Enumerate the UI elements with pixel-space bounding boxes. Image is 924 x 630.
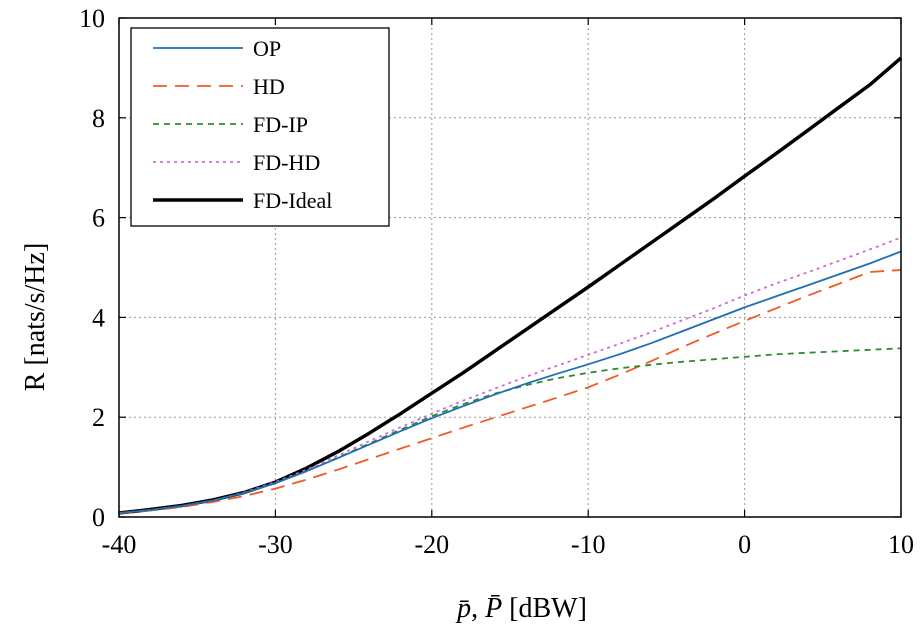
x-axis-label-unit: [dBW]	[502, 593, 587, 624]
series-line-op	[118, 250, 902, 514]
plot-frame	[118, 17, 902, 518]
axis-ticks	[118, 17, 902, 518]
legend-label-hd: HD	[253, 74, 285, 99]
x-tick-label: -20	[414, 530, 449, 559]
y-axis-label: R [nats/s/Hz]	[20, 243, 51, 392]
x-axis-label-P-symbol: P̄	[484, 593, 502, 624]
legend-label-op: OP	[253, 36, 281, 61]
y-tick-label: 0	[92, 503, 105, 532]
y-tick-label: 6	[92, 204, 105, 233]
legend-label-fd-ideal: FD-Ideal	[253, 188, 332, 213]
tick-labels: -40 -30 -20 -10 0 10 0 2 4 6 8 10	[79, 4, 914, 559]
legend-box	[130, 27, 390, 227]
legend-label-fd-hd: FD-HD	[253, 150, 320, 175]
y-tick-label: 4	[92, 303, 105, 332]
x-axis-label-separator: ,	[471, 593, 485, 624]
y-tick-label: 10	[79, 4, 105, 33]
legend-label-fd-ip: FD-IP	[253, 112, 308, 137]
x-tick-label: -10	[571, 530, 606, 559]
x-axis-label: p̄, P̄ [dBW]	[455, 593, 587, 624]
series-line-hd	[118, 269, 902, 515]
series-layer	[118, 56, 903, 515]
y-tick-label: 2	[92, 403, 105, 432]
series-line-fd-hd	[118, 236, 902, 514]
legend: OP HD FD-IP FD-HD FD-Ideal	[130, 27, 390, 227]
y-tick-label: 8	[92, 104, 105, 133]
x-tick-label: 10	[888, 530, 914, 559]
x-tick-label: 0	[738, 530, 751, 559]
x-tick-label: -40	[102, 530, 137, 559]
series-line-fd-ip	[118, 347, 902, 514]
x-axis-label-p-symbol: p̄	[455, 593, 471, 624]
x-tick-label: -30	[258, 530, 293, 559]
